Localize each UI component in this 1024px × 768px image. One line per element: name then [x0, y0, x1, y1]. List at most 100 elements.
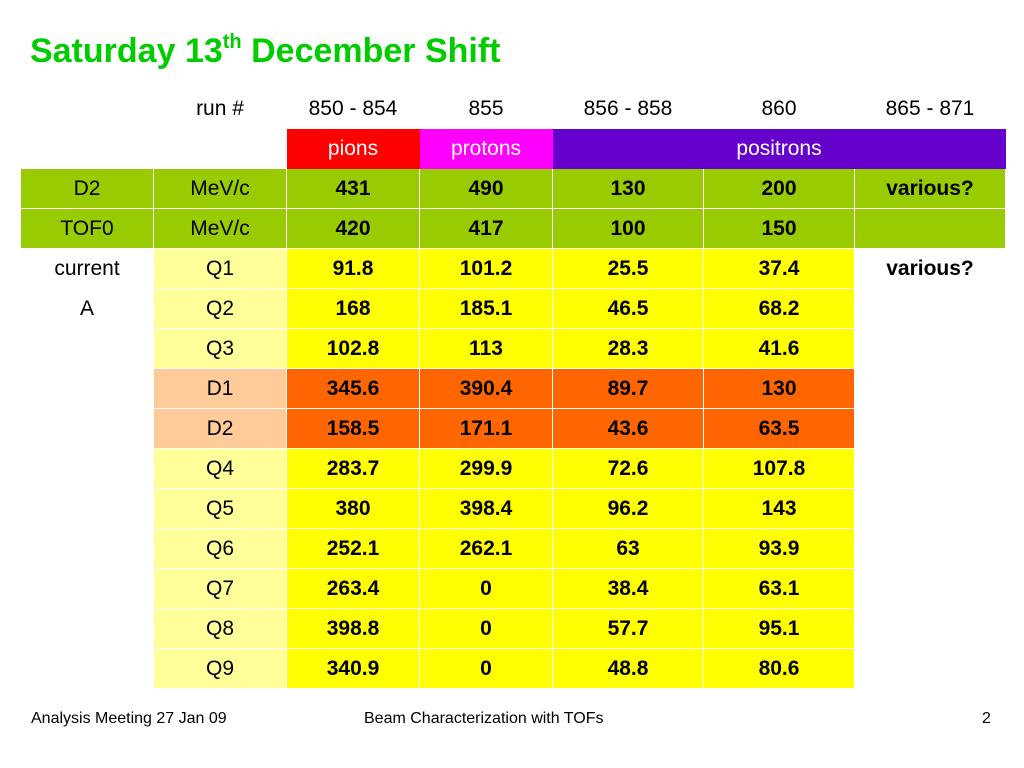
current-value: 63.5: [703, 408, 855, 449]
current-row: D1 345.6 390.4 89.7 130: [21, 368, 1006, 409]
run-label: run #: [196, 97, 244, 120]
last-col-spacer: [855, 449, 1006, 489]
magnet-name: Q5: [153, 488, 287, 529]
footer-page-number: 2: [982, 710, 991, 727]
last-col-spacer: [855, 489, 1006, 529]
current-value: 263.4: [286, 568, 420, 609]
current-value: 28.3: [552, 328, 704, 369]
current-label-spacer: [21, 529, 154, 569]
current-row: Q4 283.7 299.9 72.6 107.8: [21, 448, 1006, 489]
particle-spacer: [21, 129, 154, 169]
current-value: 0: [419, 608, 553, 649]
slide-title: Saturday 13th December Shift: [30, 31, 501, 70]
particle-row: pions protons positrons: [21, 128, 1006, 169]
current-value: 96.2: [552, 488, 704, 529]
current-value: 89.7: [552, 368, 704, 409]
current-label-spacer: [21, 609, 154, 649]
current-value: 57.7: [552, 608, 704, 649]
current-value: 185.1: [419, 288, 553, 329]
last-col-spacer: [855, 329, 1006, 369]
momentum-unit: MeV/c: [153, 168, 287, 209]
current-unit-label: A: [79, 297, 94, 320]
header-spacer: [21, 89, 154, 129]
current-value: 38.4: [552, 568, 704, 609]
magnet-name: Q6: [153, 528, 287, 569]
momentum-value: various?: [854, 168, 1006, 209]
current-label-spacer: [21, 569, 154, 609]
various-note: various?: [886, 257, 974, 280]
last-col-spacer: [855, 369, 1006, 409]
current-value: 91.8: [286, 248, 420, 289]
current-value: 25.5: [552, 248, 704, 289]
particle-positrons-empty: [854, 128, 1006, 169]
current-value: 143: [703, 488, 855, 529]
current-row: Q7 263.4 0 38.4 63.1: [21, 568, 1006, 609]
particle-positrons-empty: [552, 128, 704, 169]
magnet-name: Q9: [153, 648, 287, 689]
magnet-name: D2: [153, 408, 287, 449]
current-value: 68.2: [703, 288, 855, 329]
current-value: 262.1: [419, 528, 553, 569]
magnet-name: Q7: [153, 568, 287, 609]
current-value: 130: [703, 368, 855, 409]
run-range-cell: 855: [468, 97, 504, 120]
current-value: 46.5: [552, 288, 704, 329]
current-value: 101.2: [419, 248, 553, 289]
current-row: Q6 252.1 262.1 63 93.9: [21, 528, 1006, 569]
last-col-spacer: [855, 609, 1006, 649]
current-value: 380: [286, 488, 420, 529]
particle-positrons: positrons: [703, 128, 855, 169]
current-label-spacer: [21, 409, 154, 449]
current-value: 283.7: [286, 448, 420, 489]
momentum-value: 200: [703, 168, 855, 209]
current-label-spacer: [21, 369, 154, 409]
current-value: 93.9: [703, 528, 855, 569]
footer-meeting: Analysis Meeting 27 Jan 09: [31, 710, 227, 727]
current-row: A Q2 168 185.1 46.5 68.2: [21, 288, 1006, 329]
last-col-spacer: [855, 529, 1006, 569]
current-value: 345.6: [286, 368, 420, 409]
current-row: Q8 398.8 0 57.7 95.1: [21, 608, 1006, 649]
magnet-name: Q3: [153, 328, 287, 369]
current-value: 299.9: [419, 448, 553, 489]
run-range-cell: 865 - 871: [885, 97, 975, 120]
title-rest: December Shift: [241, 32, 501, 70]
last-col-spacer: [855, 409, 1006, 449]
current-label-spacer: [21, 449, 154, 489]
particle-spacer: [154, 129, 287, 169]
momentum-unit: MeV/c: [153, 208, 287, 249]
current-value: 95.1: [703, 608, 855, 649]
momentum-row: TOF0 MeV/c 420 417 100 150: [20, 208, 1006, 249]
magnet-name: D1: [153, 368, 287, 409]
current-value: 102.8: [286, 328, 420, 369]
current-value: 0: [419, 568, 553, 609]
current-value: 171.1: [419, 408, 553, 449]
run-header-row: run # 850 - 854 855 856 - 858 860 865 - …: [21, 89, 1006, 129]
current-value: 252.1: [286, 528, 420, 569]
momentum-value: 417: [419, 208, 553, 249]
current-value: 41.6: [703, 328, 855, 369]
magnet-name: Q1: [153, 248, 287, 289]
run-range-cell: 850 - 854: [308, 97, 398, 120]
current-value: 398.8: [286, 608, 420, 649]
current-label-spacer: [21, 489, 154, 529]
particle-pions: pions: [286, 128, 420, 169]
current-label-spacer: [21, 649, 154, 689]
momentum-value: 420: [286, 208, 420, 249]
title-superscript: th: [222, 31, 242, 53]
last-col-spacer: [855, 569, 1006, 609]
magnet-name: Q8: [153, 608, 287, 649]
title-main: Saturday 13: [30, 32, 223, 70]
current-row: D2 158.5 171.1 43.6 63.5: [21, 408, 1006, 449]
current-label-spacer: [21, 329, 154, 369]
run-range-cell: 856 - 858: [583, 97, 673, 120]
magnet-name: Q4: [153, 448, 287, 489]
current-label: current: [54, 257, 120, 280]
magnet-name: Q2: [153, 288, 287, 329]
current-value: 63: [552, 528, 704, 569]
current-row: Q9 340.9 0 48.8 80.6: [21, 648, 1006, 689]
last-col-spacer: [855, 649, 1006, 689]
current-value: 72.6: [552, 448, 704, 489]
footer-talk-title: Beam Characterization with TOFs: [364, 710, 604, 727]
current-value: 80.6: [703, 648, 855, 689]
